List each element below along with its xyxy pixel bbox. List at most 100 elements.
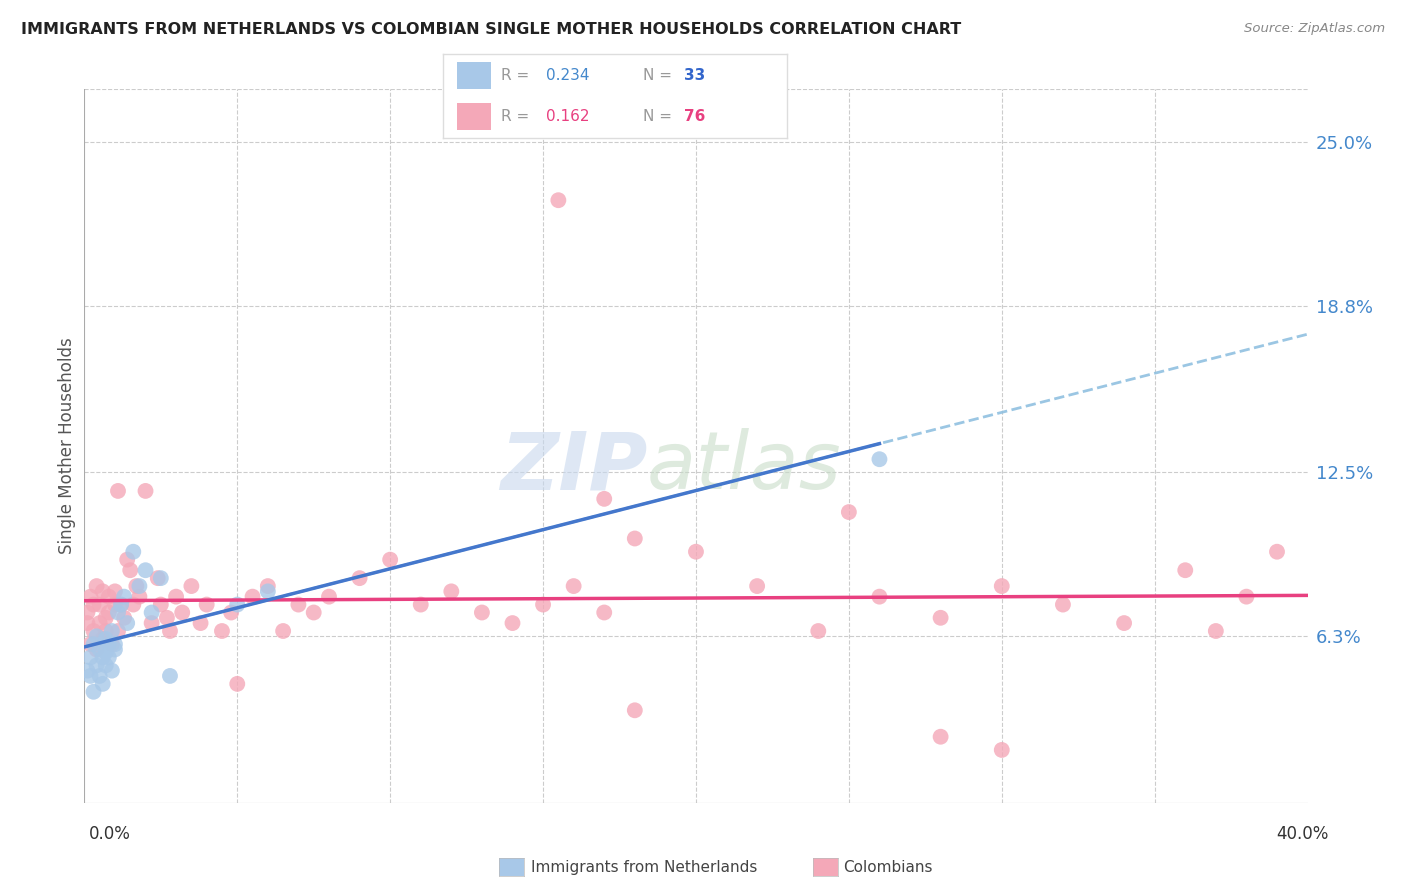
Point [1236,590,1258,604]
Point [562,579,585,593]
Point [128,579,150,593]
Point [104,598,127,612]
Point [86,579,108,593]
Point [1265,545,1288,559]
Point [149,598,172,612]
Point [79,637,101,651]
Point [79,590,101,604]
Point [112,590,135,604]
Point [94,624,117,638]
Point [76,616,98,631]
Point [624,703,647,717]
Point [135,563,157,577]
Point [257,579,280,593]
Point [287,598,309,612]
Point [172,606,194,620]
Point [180,579,202,593]
Point [349,571,371,585]
Point [83,598,105,612]
Point [110,598,132,612]
Point [104,642,127,657]
Point [929,730,952,744]
Point [302,606,325,620]
Point [156,611,179,625]
Point [991,579,1014,593]
Point [226,677,249,691]
Point [149,571,172,585]
Point [89,598,111,612]
Point [838,505,860,519]
Point [89,616,111,631]
Point [94,658,117,673]
Point [1114,616,1136,631]
Point [593,606,616,620]
Point [122,598,145,612]
Point [107,483,129,498]
Text: R =: R = [502,68,530,83]
Point [409,598,432,612]
Point [76,606,98,620]
Point [1174,563,1197,577]
Text: Source: ZipAtlas.com: Source: ZipAtlas.com [1244,22,1385,36]
Text: atlas: atlas [647,428,842,507]
Point [89,669,111,683]
Point [502,616,524,631]
Text: 40.0%: 40.0% [1277,825,1329,843]
Point [1205,624,1227,638]
Point [94,632,117,646]
Point [122,545,145,559]
Point [76,664,98,678]
Point [869,452,891,467]
Point [79,669,101,683]
Point [219,606,242,620]
Text: N =: N = [643,68,672,83]
Point [97,637,120,651]
Point [104,637,127,651]
Text: 0.234: 0.234 [546,68,589,83]
Text: 0.0%: 0.0% [89,825,131,843]
Point [226,598,249,612]
Point [83,637,105,651]
Point [101,664,124,678]
Point [97,590,120,604]
Point [107,624,129,638]
Point [190,616,212,631]
Point [471,606,494,620]
Point [115,552,138,566]
Text: 33: 33 [685,68,706,83]
Point [89,642,111,657]
Point [128,590,150,604]
Point [141,606,163,620]
Bar [457,62,491,89]
Text: N =: N = [643,109,672,124]
Point [107,606,129,620]
Point [747,579,769,593]
Point [146,571,169,585]
Point [685,545,707,559]
Text: 76: 76 [685,109,706,124]
Point [807,624,830,638]
Point [141,616,163,631]
Point [991,743,1014,757]
Point [929,611,952,625]
Text: ZIP: ZIP [499,428,647,507]
Point [94,611,117,625]
Point [159,624,181,638]
Text: 0.162: 0.162 [546,109,589,124]
Point [869,590,891,604]
Point [91,632,114,646]
Point [242,590,264,604]
Point [79,650,101,665]
Point [91,584,114,599]
Text: R =: R = [502,109,530,124]
Point [115,616,138,631]
Y-axis label: Single Mother Households: Single Mother Households [58,338,76,554]
Point [159,669,181,683]
Point [104,584,127,599]
Point [97,606,120,620]
Point [195,598,218,612]
Point [86,629,108,643]
Point [101,624,124,638]
Point [112,611,135,625]
Point [94,645,117,659]
